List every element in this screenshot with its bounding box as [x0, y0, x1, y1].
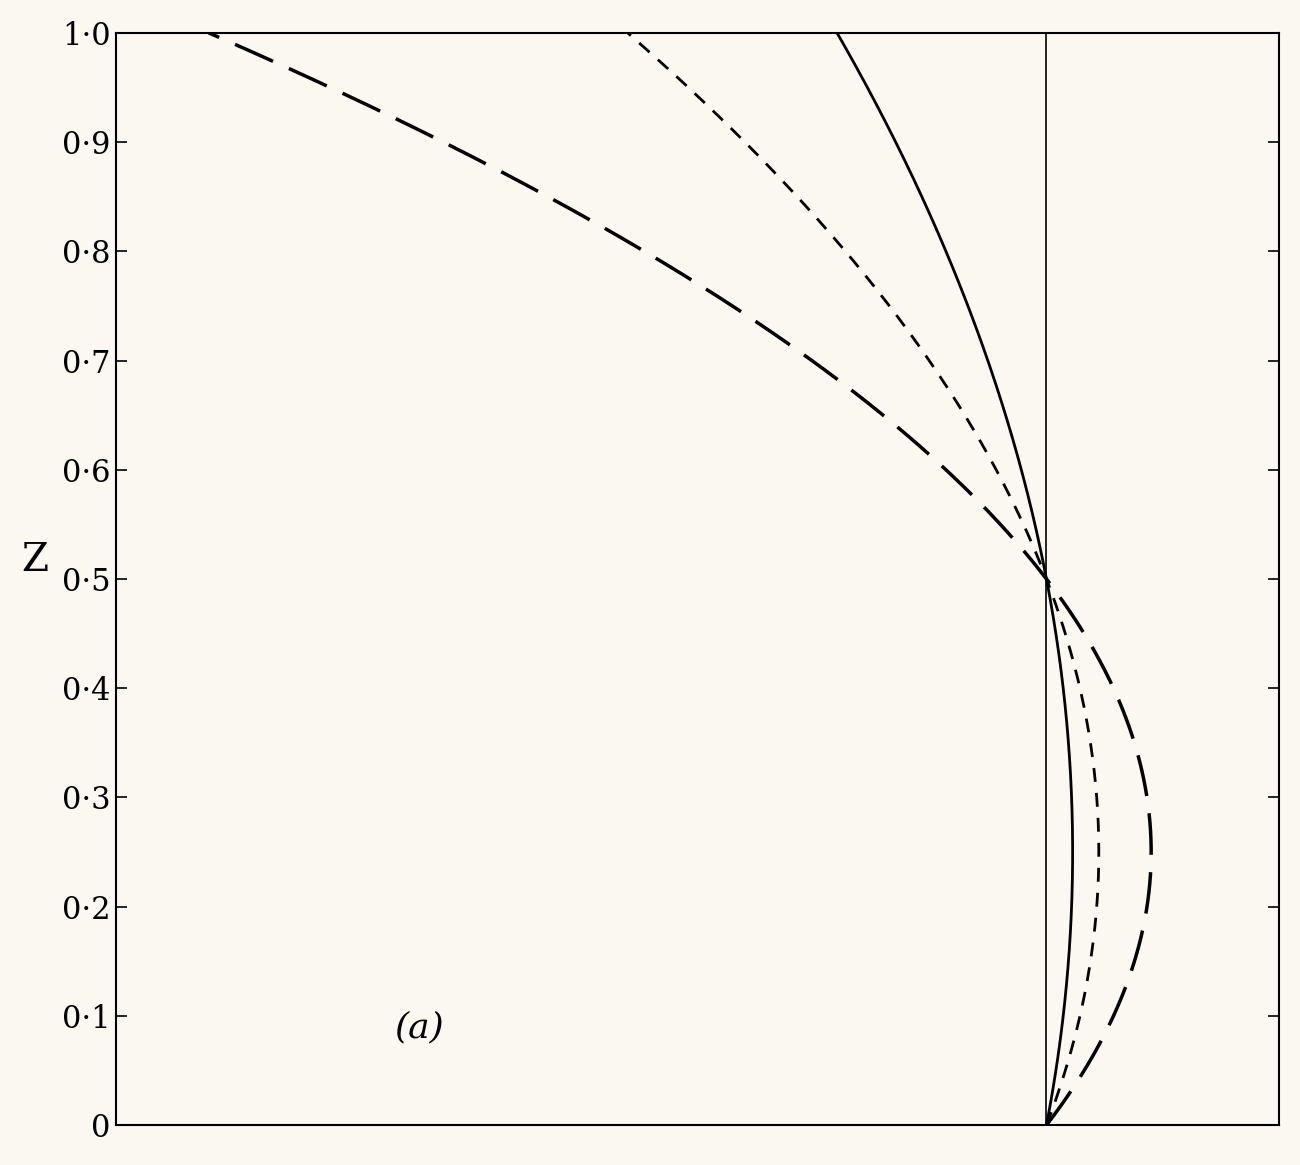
Text: (a): (a): [395, 1011, 445, 1045]
Y-axis label: Z: Z: [21, 542, 48, 579]
